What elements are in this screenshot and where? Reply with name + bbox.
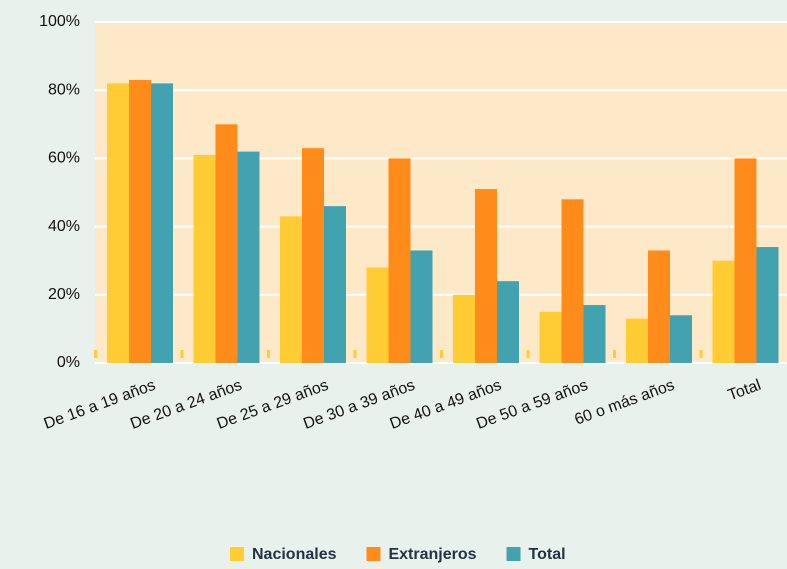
bar — [324, 206, 346, 363]
x-tick-label: 60 o más años — [572, 377, 676, 429]
y-tick-label: 60% — [48, 150, 80, 167]
bar — [410, 250, 433, 363]
bar — [280, 216, 302, 363]
axis-tick — [94, 350, 97, 358]
bar — [475, 189, 497, 363]
legend-swatch — [366, 547, 381, 561]
legend-swatch — [506, 547, 521, 561]
bar — [107, 83, 129, 363]
legend-label: Nacionales — [252, 546, 337, 563]
bar — [388, 158, 411, 363]
bar — [712, 260, 735, 363]
legend-label: Total — [529, 546, 566, 563]
bar — [539, 311, 562, 363]
bar — [648, 250, 670, 363]
y-tick-label: 40% — [48, 218, 80, 235]
legend-label: Extranjeros — [388, 546, 476, 563]
axis-tick — [180, 350, 184, 358]
bar — [129, 79, 151, 363]
bar — [626, 318, 648, 363]
axis-tick — [613, 350, 616, 358]
axis-tick — [440, 350, 443, 358]
bar — [302, 148, 324, 363]
axis-tick — [353, 350, 357, 358]
bar — [583, 305, 606, 363]
bar — [215, 124, 238, 363]
bar — [366, 267, 389, 363]
y-tick-label: 20% — [48, 286, 80, 303]
bar — [497, 281, 519, 363]
legend-swatch — [230, 547, 244, 561]
axis-tick — [699, 350, 703, 358]
y-tick-label: 80% — [48, 81, 80, 98]
bar — [561, 199, 584, 363]
bar — [734, 158, 757, 363]
y-tick-label: 0% — [57, 354, 80, 371]
bar — [193, 154, 216, 363]
bar — [670, 315, 692, 363]
axis-tick — [267, 350, 270, 358]
x-tick-label: Total — [726, 377, 764, 405]
y-tick-label: 100% — [39, 13, 80, 30]
bar — [151, 83, 173, 363]
axis-tick — [526, 350, 530, 358]
bar — [756, 247, 779, 363]
bar — [453, 294, 475, 363]
bar — [237, 151, 260, 363]
